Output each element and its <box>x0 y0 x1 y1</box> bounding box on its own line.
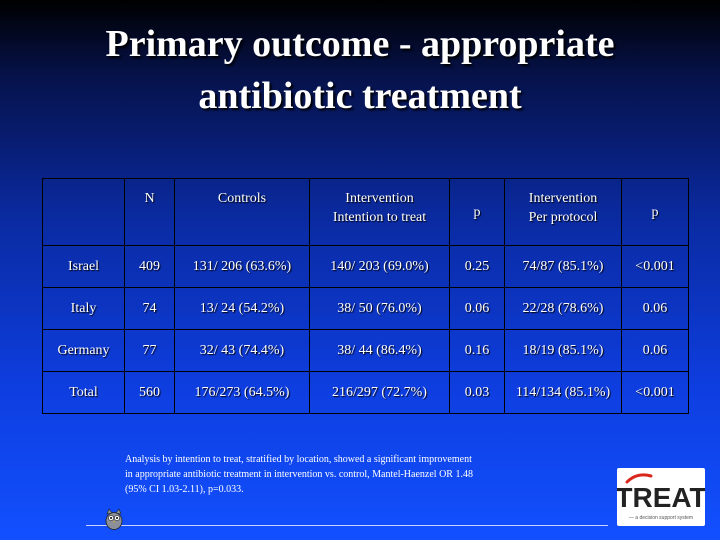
row-label: Israel <box>42 245 125 288</box>
note-line-2: in appropriate antibiotic treatment in i… <box>125 469 473 480</box>
logo-wordmark: TREAT <box>617 482 705 513</box>
header-cell-p-per-protocol: p <box>621 178 689 246</box>
header-cell-controls: Controls <box>174 178 310 246</box>
cell-p: 0.16 <box>449 329 505 372</box>
cell-controls: 32/ 43 (74.4%) <box>174 329 310 372</box>
cell-n: 77 <box>124 329 175 372</box>
title-line-2: antibiotic treatment <box>198 75 522 117</box>
cell-intention-to-treat: 216/297 (72.7%) <box>309 371 450 414</box>
cell-n: 74 <box>124 287 175 330</box>
cell-controls: 131/ 206 (63.6%) <box>174 245 310 288</box>
note-line-3: (95% CI 1.03-2.11), p=0.033. <box>125 484 244 495</box>
header-cell-per-protocol: Intervention Per protocol <box>504 178 622 246</box>
cell-n: 409 <box>124 245 175 288</box>
table-row: Germany 77 32/ 43 (74.4%) 38/ 44 (86.4%)… <box>42 329 689 372</box>
analysis-note: Analysis by intention to treat, stratifi… <box>125 452 555 497</box>
treat-logo: TREAT — a decision support system <box>615 468 707 526</box>
row-label: Germany <box>42 329 125 372</box>
header-cell-n: N <box>124 178 175 246</box>
cell-controls: 176/273 (64.5%) <box>174 371 310 414</box>
owl-icon <box>105 508 123 530</box>
cell-per-protocol: 22/28 (78.6%) <box>504 287 622 330</box>
outcome-table: N Controls Intervention Intention to trea… <box>42 178 689 414</box>
cell-per-protocol: 18/19 (85.1%) <box>504 329 622 372</box>
table-row: Total 560 176/273 (64.5%) 216/297 (72.7%… <box>42 371 689 414</box>
cell-controls: 13/ 24 (54.2%) <box>174 287 310 330</box>
cell-p: 0.03 <box>449 371 505 414</box>
cell-n: 560 <box>124 371 175 414</box>
logo-tagline: — a decision support system <box>629 515 693 521</box>
cell-intention-to-treat: 38/ 44 (86.4%) <box>309 329 450 372</box>
cell-p: 0.25 <box>449 245 505 288</box>
header-cell-p: p <box>449 178 505 246</box>
table-row: Italy 74 13/ 24 (54.2%) 38/ 50 (76.0%) 0… <box>42 287 689 330</box>
cell-p-per-protocol: <0.001 <box>621 371 689 414</box>
cell-per-protocol: 74/87 (85.1%) <box>504 245 622 288</box>
table-header-row: N Controls Intervention Intention to trea… <box>42 178 689 246</box>
cell-p-per-protocol: 0.06 <box>621 287 689 330</box>
title-line-1: Primary outcome - appropriate <box>105 23 615 65</box>
cell-per-protocol: 114/134 (85.1%) <box>504 371 622 414</box>
row-label: Italy <box>42 287 125 330</box>
footer-divider <box>86 525 608 526</box>
note-line-1: Analysis by intention to treat, stratifi… <box>125 454 472 465</box>
cell-intention-to-treat: 38/ 50 (76.0%) <box>309 287 450 330</box>
cell-p-per-protocol: <0.001 <box>621 245 689 288</box>
cell-intention-to-treat: 140/ 203 (69.0%) <box>309 245 450 288</box>
cell-p-per-protocol: 0.06 <box>621 329 689 372</box>
header-cell-blank <box>42 178 125 246</box>
header-cell-intention-to-treat: Intervention Intention to treat <box>309 178 450 246</box>
table-row: Israel 409 131/ 206 (63.6%) 140/ 203 (69… <box>42 245 689 288</box>
row-label: Total <box>42 371 125 414</box>
cell-p: 0.06 <box>449 287 505 330</box>
slide-title: Primary outcome - appropriate antibiotic… <box>0 18 720 122</box>
